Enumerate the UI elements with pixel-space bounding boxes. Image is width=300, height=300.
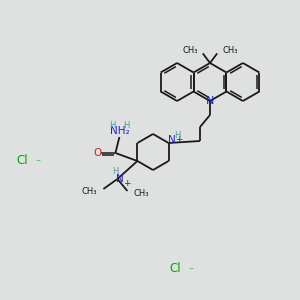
Text: H: H <box>109 122 116 130</box>
Text: Cl: Cl <box>16 154 28 166</box>
Text: H: H <box>112 167 119 176</box>
Text: Cl: Cl <box>169 262 181 275</box>
Text: NH₂: NH₂ <box>110 126 129 136</box>
Text: ⁻: ⁻ <box>35 158 40 168</box>
Text: CH₃: CH₃ <box>222 46 238 55</box>
Text: CH₃: CH₃ <box>82 188 98 196</box>
Text: CH₃: CH₃ <box>182 46 198 55</box>
Text: H: H <box>174 130 181 140</box>
Text: N: N <box>116 174 123 184</box>
Text: O: O <box>93 148 101 158</box>
Text: ⁻: ⁻ <box>188 266 193 276</box>
Text: CH₃: CH₃ <box>134 190 149 199</box>
Text: H: H <box>123 121 130 130</box>
Text: +: + <box>123 178 130 188</box>
Text: N: N <box>168 135 176 145</box>
Text: N: N <box>206 96 214 106</box>
Text: +: + <box>175 136 182 145</box>
